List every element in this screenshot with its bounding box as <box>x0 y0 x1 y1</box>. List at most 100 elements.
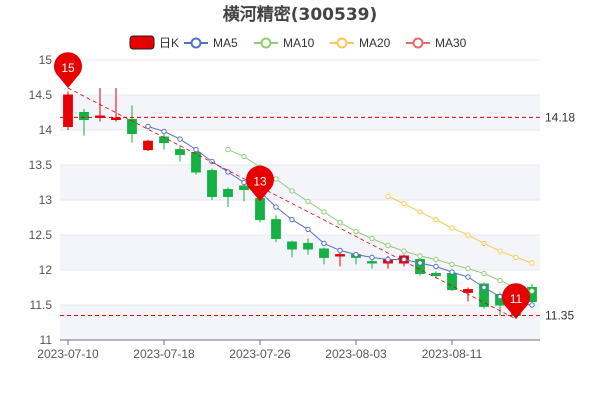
legend[interactable]: 日K MA5 MA10 MA20 MA30 <box>129 35 467 50</box>
trend-line <box>67 87 517 320</box>
grid-band <box>60 305 540 340</box>
ma10-point <box>305 198 311 205</box>
legend-item[interactable]: MA10 <box>254 36 315 50</box>
x-tick-label: 2023-08-11 <box>422 347 483 361</box>
y-tick-label: 13.5 <box>29 158 53 172</box>
ma5-point <box>225 169 231 175</box>
pin-label: 11 <box>510 292 523 306</box>
ma5-point <box>193 146 199 153</box>
ma20-point <box>513 254 519 261</box>
candle-body <box>463 289 473 293</box>
candle-body <box>415 259 425 274</box>
candle-body <box>95 115 105 118</box>
ma5-point <box>161 128 167 135</box>
ma5-point <box>465 274 471 280</box>
ma5-point <box>449 269 455 275</box>
candle-body <box>255 198 265 221</box>
legend-item[interactable]: MA30 <box>406 36 467 50</box>
legend-swatch-marker <box>412 37 424 49</box>
candle <box>303 238 313 255</box>
pin-shape <box>246 165 274 202</box>
candle-body <box>223 189 233 197</box>
legend-swatch-marker <box>336 37 348 49</box>
ma20-point <box>481 240 487 247</box>
candle-body <box>175 149 185 156</box>
ma20-point <box>417 209 423 215</box>
candle-body <box>239 185 249 190</box>
ma5-point <box>353 251 359 258</box>
candle <box>287 240 297 258</box>
ma5-point <box>481 284 487 291</box>
candle <box>127 105 137 143</box>
candle <box>223 187 233 207</box>
legend-swatch <box>129 35 155 50</box>
candle <box>175 145 185 162</box>
ma10-point <box>289 188 295 194</box>
y-tick-label: 11 <box>40 333 53 347</box>
ma10-point <box>497 277 503 284</box>
candle <box>335 252 345 267</box>
ma5-series <box>145 123 535 308</box>
ma5-point <box>401 256 407 263</box>
ma20-series <box>385 193 535 266</box>
x-tick-label: 2023-07-10 <box>37 347 99 361</box>
ma10-point <box>225 146 231 153</box>
grid-band <box>60 235 540 270</box>
candle-body <box>143 140 153 151</box>
annotation-pin: 11 <box>502 283 530 319</box>
ma5-point <box>321 240 327 247</box>
x-tick-label: 2023-08-03 <box>325 347 387 361</box>
candle-body <box>335 254 345 257</box>
ma20-point <box>465 232 471 238</box>
candle <box>431 271 441 279</box>
candle-body <box>479 283 489 307</box>
ma5-point <box>497 293 503 300</box>
legend-label: 日K <box>159 36 179 50</box>
candle-body <box>111 117 121 120</box>
candle-body <box>207 170 217 198</box>
annotation-pin: 15 <box>54 52 83 88</box>
grid-band <box>60 60 540 95</box>
candle <box>207 168 217 200</box>
chart-title: 横河精密(300539) <box>223 4 378 25</box>
pin-shape <box>54 52 83 88</box>
ma10-point <box>337 219 343 226</box>
legend-item[interactable]: 日K <box>129 35 179 50</box>
y-axis: 11 11.5 12 12.5 13 13.5 14 14.5 15 <box>29 53 53 347</box>
ma20-point <box>497 248 503 254</box>
reference-line-label: 11.35 <box>545 309 574 323</box>
candle <box>143 139 153 151</box>
ma5-point <box>385 256 391 263</box>
background-bands <box>60 60 540 340</box>
pin-label: 13 <box>253 174 267 188</box>
candle-body <box>127 119 137 134</box>
candle <box>239 184 249 202</box>
x-axis: 2023-07-10 2023-07-18 2023-07-26 2023-08-03… <box>37 339 540 361</box>
candle-body <box>191 151 201 173</box>
legend-label: MA30 <box>435 36 467 50</box>
candle-body <box>367 261 377 264</box>
y-tick-label: 11.5 <box>30 298 53 312</box>
ma5-point <box>241 179 247 186</box>
ma20-point <box>433 216 439 223</box>
candle-body <box>319 248 329 258</box>
grid-band <box>60 95 540 130</box>
legend-swatch-marker <box>260 37 272 49</box>
legend-item[interactable]: MA20 <box>330 36 391 50</box>
y-tick-label: 13 <box>39 193 53 207</box>
candle-body <box>79 112 89 120</box>
ma5-point <box>529 302 535 308</box>
ma5-point <box>273 204 279 210</box>
ma20-point <box>401 200 407 207</box>
y-tick-label: 12 <box>39 263 53 277</box>
ma10-point <box>481 270 487 277</box>
legend-item[interactable]: MA5 <box>184 36 238 50</box>
y-tick-label: 14.5 <box>29 88 53 102</box>
ma10-point <box>321 209 327 215</box>
ma5-point <box>145 123 151 130</box>
annotation-pin: 13 <box>246 165 274 202</box>
ma20-line <box>387 196 533 264</box>
candle <box>111 88 121 122</box>
reference-line-label: 14.18 <box>545 110 575 124</box>
